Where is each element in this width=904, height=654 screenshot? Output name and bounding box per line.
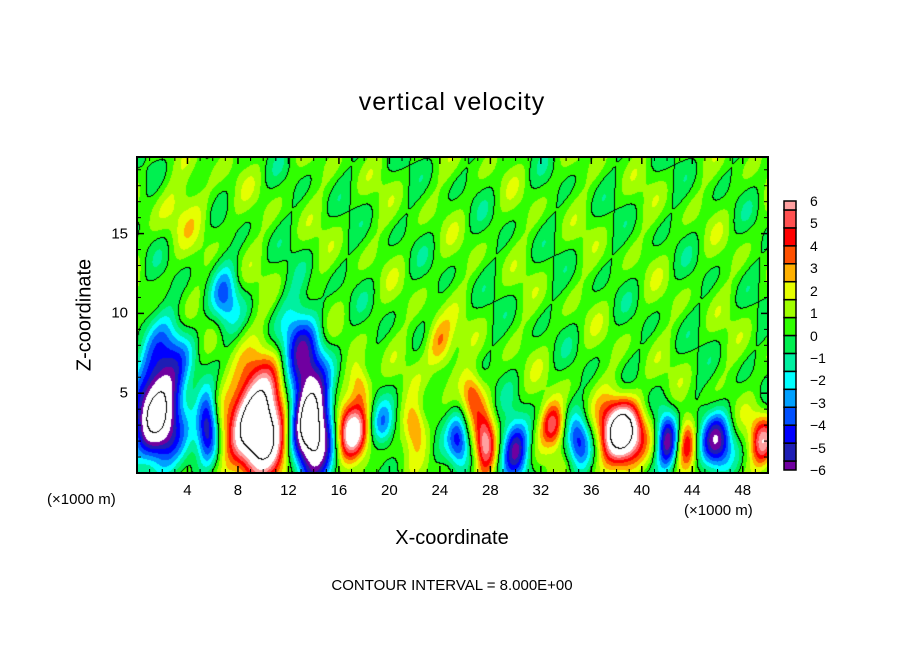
x-axis-label: X-coordinate <box>395 527 509 549</box>
colorbar-swatch <box>783 200 797 211</box>
y-axis-label: Z-coordinate <box>73 258 96 372</box>
colorbar-swatch <box>783 227 797 247</box>
colorbar-tick-label: −5 <box>810 439 826 456</box>
colorbar-swatch <box>783 460 797 471</box>
colorbar-swatch <box>783 370 797 391</box>
x-tick-label: 32 <box>532 482 550 499</box>
y-tick-label: 15 <box>111 225 128 243</box>
velocity-heatmap <box>137 157 768 473</box>
x-tick-label: 4 <box>183 482 192 499</box>
colorbar-tick-label: 2 <box>810 282 818 299</box>
x-tick-label: 8 <box>233 482 243 499</box>
colorbar-swatch <box>783 334 797 355</box>
x-tick-label: 48 <box>734 482 752 499</box>
contour-interval-note: CONTOUR INTERVAL = 8.000E+00 <box>331 577 573 594</box>
colorbar-tick-label: −4 <box>810 417 826 434</box>
y-axis-unit: (×1000 m) <box>47 491 116 508</box>
colorbar-swatch <box>783 352 797 373</box>
colorbar-swatch <box>783 424 797 444</box>
colorbar-tick-label: 1 <box>810 305 818 322</box>
colorbar-swatch <box>783 406 797 426</box>
colorbar-swatch <box>783 442 797 462</box>
x-tick-label: 36 <box>582 482 600 499</box>
plot-border <box>136 156 769 474</box>
colorbar-swatch <box>783 280 797 301</box>
colorbar-tick-label: 3 <box>810 260 818 277</box>
x-tick-label: 44 <box>683 482 701 499</box>
chart-title: vertical velocity <box>358 88 546 116</box>
x-axis-unit: (×1000 m) <box>684 502 753 519</box>
colorbar-tick-label: −2 <box>810 372 826 389</box>
x-tick-label: 40 <box>633 482 651 499</box>
colorbar-tick-label: −6 <box>810 462 826 478</box>
colorbar-swatch <box>783 263 797 283</box>
y-tick-label: 10 <box>111 304 128 322</box>
colorbar-tick-label: 0 <box>810 327 818 344</box>
colorbar-tick-label: −1 <box>810 349 826 366</box>
colorbar-swatch <box>783 245 797 265</box>
colorbar-tick-label: 5 <box>810 215 818 232</box>
colorbar-tick-label: 4 <box>810 237 818 254</box>
x-tick-label: 16 <box>330 482 348 499</box>
colorbar-swatch <box>783 209 797 229</box>
x-tick-label: 20 <box>381 482 398 499</box>
x-tick-label: 24 <box>431 482 449 499</box>
colorbar-swatch <box>783 316 797 337</box>
x-tick-label: 12 <box>280 482 297 499</box>
colorbar-tick-label: −3 <box>810 394 826 411</box>
colorbar-tick-label: 6 <box>810 193 818 209</box>
y-tick-label: 5 <box>119 384 128 402</box>
x-tick-label: 28 <box>482 482 499 499</box>
colorbar-swatch <box>783 388 797 408</box>
colorbar-swatch <box>783 298 797 319</box>
